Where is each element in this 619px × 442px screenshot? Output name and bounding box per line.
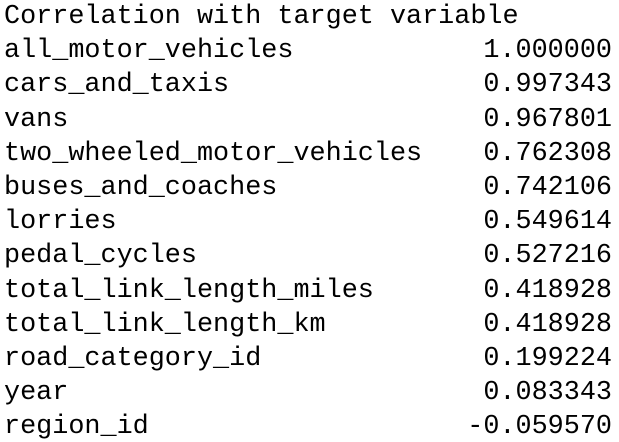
row-name: buses_and_coaches bbox=[4, 173, 278, 203]
row-name: lorries bbox=[4, 207, 117, 238]
row-name: all_motor_vehicles bbox=[4, 36, 294, 67]
row-value: 0.527216 bbox=[483, 241, 612, 272]
row-value: -0.059570 bbox=[467, 412, 612, 442]
row-value: 0.742106 bbox=[483, 173, 612, 203]
row-value: 0.997343 bbox=[483, 70, 612, 101]
row-value: 0.083343 bbox=[483, 378, 612, 409]
row-value: 0.418928 bbox=[483, 309, 612, 340]
row-name: road_category_id bbox=[4, 344, 262, 374]
output-title: Correlation with target variable bbox=[4, 2, 519, 32]
row-value: 1.000000 bbox=[483, 36, 612, 67]
row-name: cars_and_taxis bbox=[4, 70, 230, 101]
row-name: pedal_cycles bbox=[4, 241, 197, 272]
row-name: year bbox=[4, 378, 69, 409]
row-value: 0.549614 bbox=[483, 207, 612, 238]
row-value: 0.762308 bbox=[483, 138, 612, 169]
row-name: total_link_length_km bbox=[4, 309, 326, 340]
row-name: vans bbox=[4, 104, 69, 135]
row-name: two_wheeled_motor_vehicles bbox=[4, 138, 423, 169]
row-name: total_link_length_miles bbox=[4, 275, 374, 306]
row-value: 0.967801 bbox=[483, 104, 612, 135]
row-value: 0.418928 bbox=[483, 275, 612, 306]
row-name: region_id bbox=[4, 412, 149, 442]
row-value: 0.199224 bbox=[483, 344, 612, 374]
